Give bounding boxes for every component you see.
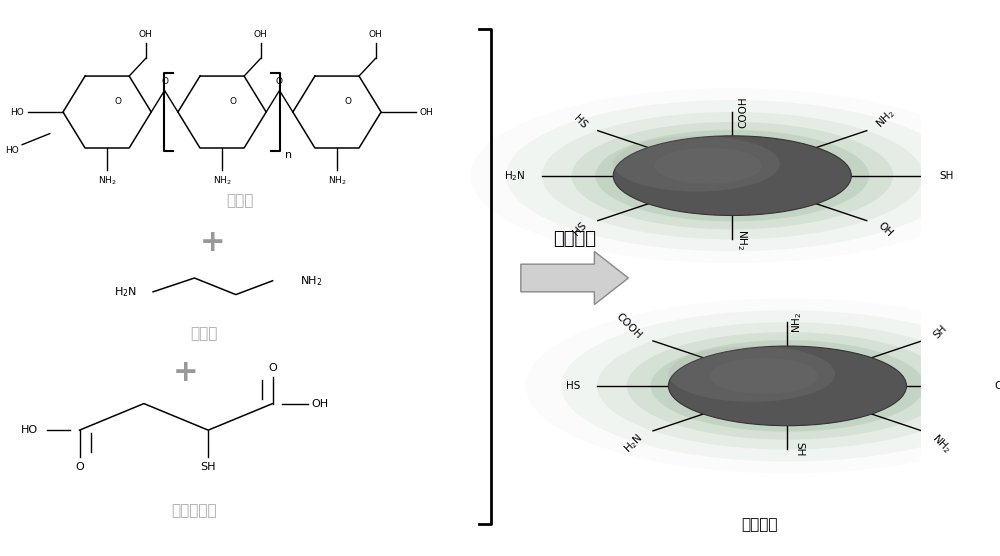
Text: HO: HO — [11, 107, 24, 117]
Text: OH: OH — [311, 399, 328, 409]
Text: NH$_2$: NH$_2$ — [874, 106, 898, 131]
Ellipse shape — [651, 340, 924, 431]
Text: OH: OH — [994, 381, 1000, 391]
Text: COOH: COOH — [739, 96, 749, 128]
Ellipse shape — [668, 346, 835, 402]
Text: n: n — [285, 150, 292, 160]
Ellipse shape — [572, 122, 893, 230]
Text: O: O — [268, 363, 277, 373]
Ellipse shape — [597, 322, 978, 450]
Text: 水热反应: 水热反应 — [554, 230, 597, 247]
Text: NH$_2$: NH$_2$ — [98, 175, 116, 187]
Text: H$_2$N: H$_2$N — [621, 431, 646, 456]
Ellipse shape — [627, 332, 948, 440]
Ellipse shape — [506, 100, 958, 251]
Text: OH: OH — [876, 221, 895, 239]
Text: SH: SH — [931, 324, 949, 341]
Text: +: + — [200, 227, 226, 256]
Text: HO: HO — [21, 425, 38, 435]
Text: HS: HS — [571, 113, 588, 131]
Text: SH: SH — [794, 443, 804, 456]
Text: 壳聚糖: 壳聚糖 — [227, 193, 254, 208]
Ellipse shape — [542, 112, 923, 240]
Polygon shape — [521, 251, 628, 305]
Text: O: O — [161, 77, 168, 86]
Text: OH: OH — [369, 30, 382, 39]
Text: O: O — [115, 97, 122, 106]
Text: SH: SH — [939, 171, 953, 181]
Text: OH: OH — [420, 107, 433, 117]
Text: NH$_2$: NH$_2$ — [735, 229, 749, 250]
Text: HS: HS — [566, 381, 581, 391]
Ellipse shape — [561, 310, 1000, 461]
Text: 荧光碳点: 荧光碳点 — [742, 517, 778, 532]
Text: O: O — [230, 97, 237, 106]
Text: HS: HS — [571, 221, 588, 238]
Ellipse shape — [613, 136, 780, 192]
Text: O: O — [75, 462, 84, 472]
Text: NH$_2$: NH$_2$ — [790, 312, 804, 333]
Ellipse shape — [595, 130, 869, 221]
Text: 疏基丁二酸: 疏基丁二酸 — [172, 503, 217, 518]
Text: OH: OH — [139, 30, 153, 39]
Text: HO: HO — [5, 146, 18, 155]
Ellipse shape — [655, 148, 762, 183]
Text: O: O — [276, 77, 283, 86]
Ellipse shape — [710, 358, 817, 394]
Ellipse shape — [668, 346, 906, 426]
Text: H$_2$N: H$_2$N — [114, 285, 137, 299]
Text: NH$_2$: NH$_2$ — [929, 431, 953, 455]
Text: 乙二胺: 乙二胺 — [190, 326, 217, 341]
Text: NH$_2$: NH$_2$ — [300, 274, 323, 287]
Text: COOH: COOH — [614, 311, 644, 341]
Text: NH$_2$: NH$_2$ — [328, 175, 346, 187]
Text: NH$_2$: NH$_2$ — [213, 175, 231, 187]
Text: H$_2$N: H$_2$N — [504, 169, 526, 182]
Ellipse shape — [613, 136, 851, 216]
Text: OH: OH — [254, 30, 268, 39]
Text: +: + — [172, 358, 198, 386]
Text: O: O — [344, 97, 351, 106]
Text: SH: SH — [200, 462, 216, 472]
